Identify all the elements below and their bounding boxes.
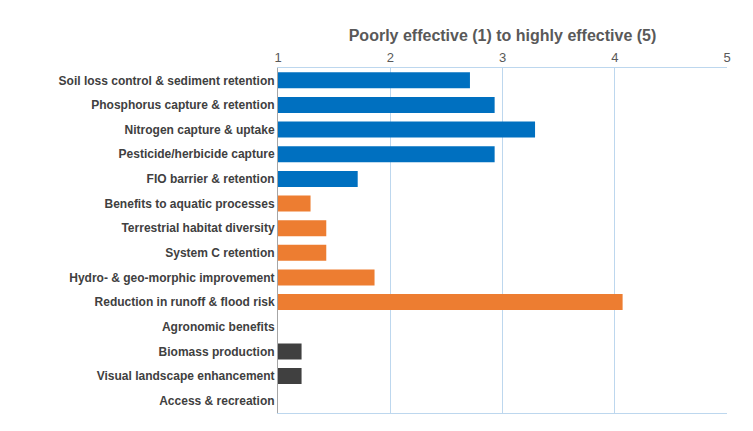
svg-text:Soil loss control & sediment r: Soil loss control & sediment retention (59, 74, 275, 88)
svg-text:System C retention: System C retention (165, 246, 274, 260)
svg-text:Poorly effective (1) to highly: Poorly effective (1) to highly effective… (349, 27, 657, 44)
svg-text:Pesticide/herbicide capture: Pesticide/herbicide capture (119, 147, 275, 161)
svg-text:1: 1 (274, 50, 281, 65)
svg-text:Visual landscape enhancement: Visual landscape enhancement (97, 369, 275, 383)
svg-text:FIO barrier & retention: FIO barrier & retention (147, 172, 275, 186)
svg-text:Biomass production: Biomass production (159, 345, 275, 359)
svg-text:5: 5 (723, 50, 730, 65)
svg-text:Benefits to aquatic processes: Benefits to aquatic processes (105, 197, 275, 211)
svg-text:Agronomic benefits: Agronomic benefits (162, 320, 275, 334)
svg-text:3: 3 (499, 50, 506, 65)
svg-text:2: 2 (387, 50, 394, 65)
svg-text:Reduction in runoff & flood ri: Reduction in runoff & flood risk (95, 295, 275, 309)
svg-text:Hydro- & geo-morphic improveme: Hydro- & geo-morphic improvement (69, 271, 274, 285)
svg-text:Terrestrial habitat diversity: Terrestrial habitat diversity (121, 221, 274, 235)
svg-text:4: 4 (611, 50, 618, 65)
svg-text:Access & recreation: Access & recreation (159, 394, 274, 408)
svg-text:Phosphorus capture & retention: Phosphorus capture & retention (91, 98, 274, 112)
svg-text:Nitrogen capture & uptake: Nitrogen capture & uptake (125, 123, 275, 137)
